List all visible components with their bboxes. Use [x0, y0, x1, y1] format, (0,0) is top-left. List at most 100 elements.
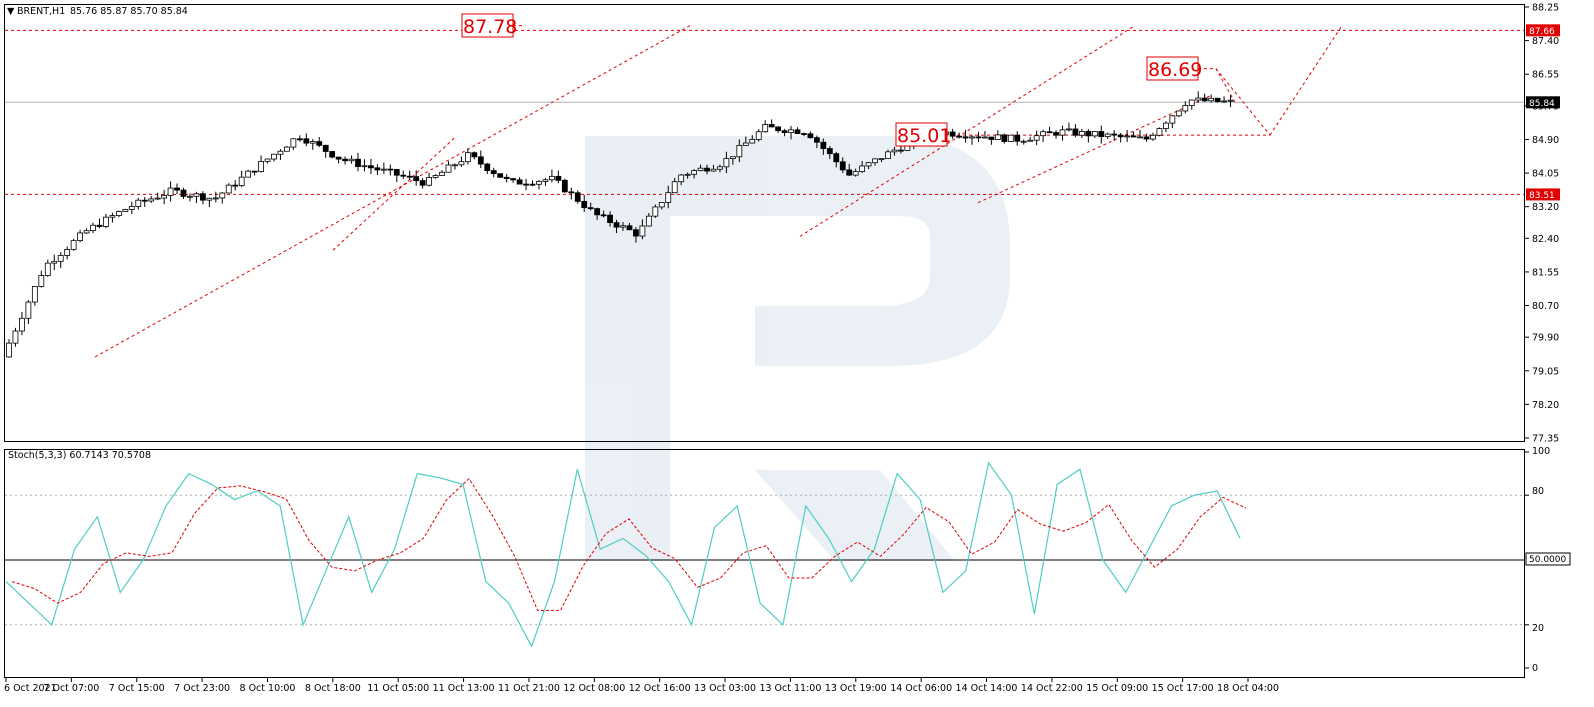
candle-body	[212, 197, 219, 200]
candle-body	[77, 232, 83, 242]
x-tick-label: 7 Oct 15:00	[109, 683, 165, 694]
candle-body	[290, 138, 297, 148]
y-tick-label: 88.25	[1532, 3, 1559, 14]
candle-body	[1150, 134, 1156, 140]
candle-body	[296, 138, 303, 141]
candle-body	[633, 229, 639, 237]
candle-body	[826, 148, 833, 155]
candle-body	[865, 162, 872, 167]
candle-body	[445, 164, 452, 173]
candle-body	[613, 222, 620, 228]
candle-body	[813, 137, 820, 143]
y-tick-label: 84.05	[1532, 169, 1559, 180]
candle-body	[1182, 105, 1189, 112]
x-tick-label: 12 Oct 16:00	[629, 683, 691, 694]
candle-body	[187, 195, 193, 198]
candle-body	[852, 171, 859, 176]
candle-body	[846, 169, 853, 176]
candle-body	[729, 156, 736, 160]
candle-body	[652, 206, 659, 217]
candle-body	[568, 191, 575, 194]
current-price-tag-bg	[1526, 96, 1560, 109]
candle-body	[70, 240, 77, 250]
candle-body	[898, 149, 904, 152]
candle-body	[536, 181, 542, 185]
candle-body	[380, 168, 387, 171]
candle-body	[839, 161, 846, 171]
candle-body	[316, 141, 323, 146]
candle-body	[872, 158, 878, 164]
candle-body	[1040, 131, 1047, 137]
candle-body	[458, 161, 465, 166]
candle-body	[781, 130, 788, 134]
candle-body	[503, 176, 510, 180]
candle-body	[523, 183, 529, 186]
forecast-leg-3	[1269, 25, 1343, 136]
candle-body	[516, 179, 523, 185]
candle-body	[710, 168, 717, 172]
candle-body	[820, 141, 827, 149]
indicator-tick-0: 0	[1532, 663, 1538, 674]
candle-body	[1214, 97, 1221, 103]
candle-body	[264, 158, 271, 162]
ohlc-label: 85.76 85.87 85.70 85.84	[70, 6, 188, 17]
x-tick-label: 13 Oct 11:00	[759, 683, 821, 694]
candle-body	[1137, 136, 1143, 139]
indicator-tick-100: 100	[1532, 446, 1550, 457]
candle-body	[833, 153, 840, 163]
candle-body	[956, 135, 962, 138]
candle-body	[271, 153, 277, 160]
candle-body	[1078, 130, 1085, 136]
candle-body	[1098, 131, 1105, 138]
symbol-dropdown-icon[interactable]: ▼	[7, 6, 15, 17]
x-tick-label: 13 Oct 03:00	[694, 683, 756, 694]
level-tag-bg	[1526, 188, 1560, 201]
candle-body	[1027, 139, 1034, 142]
candle-body	[994, 134, 1001, 140]
candle-body	[490, 170, 497, 175]
y-tick-label: 81.55	[1532, 267, 1559, 278]
candle-body	[1046, 131, 1053, 134]
candle-body	[561, 179, 568, 193]
y-tick-label: 86.55	[1532, 70, 1559, 81]
trend-channel-lower-2	[977, 95, 1211, 204]
candle-body	[232, 184, 239, 187]
indicator-axis: 100 80 20 0	[1532, 446, 1550, 674]
candle-body	[639, 225, 646, 237]
candle-body	[96, 224, 103, 227]
candle-body	[878, 158, 885, 161]
candle-body	[1085, 130, 1092, 137]
candle-body	[387, 168, 394, 171]
candle-body	[90, 224, 96, 232]
y-tick-label: 83.20	[1532, 202, 1559, 213]
candle-body	[891, 149, 898, 153]
candle-body	[180, 189, 187, 197]
candle-body	[484, 163, 491, 172]
candle-body	[1208, 97, 1215, 102]
level-tag-bg	[1526, 24, 1560, 37]
level-tag-text: 87.66	[1529, 27, 1555, 37]
candle-body	[742, 142, 749, 146]
candle-body	[1104, 133, 1111, 138]
candle-body	[1124, 135, 1131, 138]
candle-body	[329, 151, 336, 158]
candle-body	[962, 136, 969, 139]
candle-body	[167, 187, 174, 196]
candle-body	[555, 175, 562, 181]
trend-channel-upper-1	[332, 137, 456, 251]
candle-body	[717, 166, 723, 170]
candle-body	[64, 249, 71, 256]
candle-body	[542, 179, 549, 182]
candle-body	[393, 169, 400, 176]
annotation-85-01: 85.01	[895, 122, 951, 147]
x-tick-label: 7 Oct 23:00	[174, 683, 230, 694]
annotation-85-01-text: 85.01	[897, 125, 951, 147]
candle-body	[238, 176, 245, 186]
candle-body	[342, 158, 348, 162]
candle-body	[1014, 134, 1021, 142]
candle-body	[775, 126, 782, 132]
candle-body	[374, 167, 381, 171]
stoch-signal-line	[11, 477, 1247, 611]
candle-body	[949, 131, 956, 137]
